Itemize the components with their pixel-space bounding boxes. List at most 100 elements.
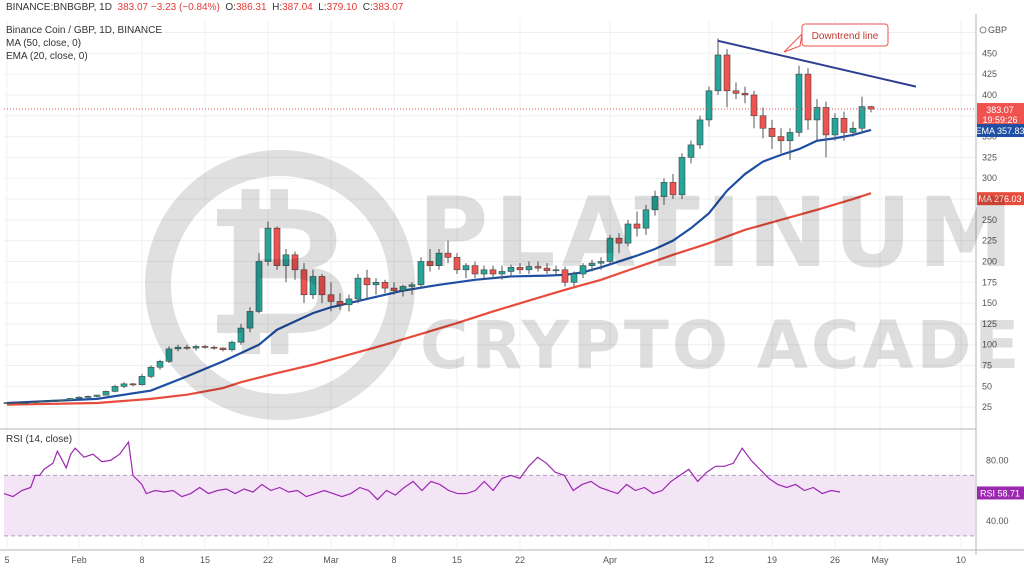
candle <box>417 257 425 289</box>
y-tick-label: 25 <box>982 402 992 412</box>
x-tick-label: 12 <box>704 555 714 565</box>
candle <box>687 140 695 164</box>
candle <box>435 248 443 270</box>
y-tick-label: 425 <box>982 69 997 79</box>
x-tick-label: 22 <box>263 555 273 565</box>
x-axis-labels: 5 Feb 8 15 22 Mar 8 15 22 Apr 12 19 26 May 10 <box>4 555 966 565</box>
candle-body <box>39 400 47 403</box>
rsi-tag: RSI 58.71 <box>977 486 1024 500</box>
chart-title: Binance Coin / GBP, 1D, BINANCE <box>6 25 162 36</box>
watermark-bitcoin-icon: ₿ <box>205 167 352 376</box>
x-tick-label: 10 <box>956 555 966 565</box>
candle-body <box>426 261 434 266</box>
candle-body <box>633 223 641 229</box>
candle-body <box>516 266 524 271</box>
candle-body <box>705 90 713 121</box>
candle <box>705 86 713 127</box>
downtrend-line <box>717 39 917 88</box>
candle <box>507 264 515 277</box>
candle-body <box>129 383 137 386</box>
candle <box>120 382 128 389</box>
callout-pointer <box>783 32 803 53</box>
candle-body <box>534 266 542 269</box>
candle-body <box>597 261 605 264</box>
x-tick-label: 8 <box>139 555 144 565</box>
candle-body <box>462 265 470 271</box>
candle <box>849 121 857 137</box>
candle-body <box>570 273 578 283</box>
candle <box>138 373 146 386</box>
y-tick-label: 400 <box>982 90 997 100</box>
candle <box>741 86 749 104</box>
candle <box>795 65 803 137</box>
close-value: 383.07 <box>372 2 404 13</box>
candle-body <box>480 269 488 275</box>
candle-body <box>525 266 533 271</box>
candle <box>651 190 659 216</box>
candle <box>21 402 29 404</box>
candle <box>489 265 497 279</box>
ma-legend[interactable]: MA (50, close, 0) <box>6 38 82 49</box>
candle-body <box>471 265 479 275</box>
candle-body <box>651 196 659 211</box>
y-tick-label: 175 <box>982 277 997 287</box>
candle-body <box>804 73 812 121</box>
rsi-tag-text: RSI 58.71 <box>980 488 1020 498</box>
high-value: 387.04 <box>282 2 313 13</box>
candle-body <box>642 209 650 229</box>
candle-body <box>858 106 866 129</box>
open-value: 386.31 <box>235 2 267 13</box>
candle <box>57 399 65 402</box>
last-price-tag-text: 19:59:26 <box>982 115 1017 125</box>
candle <box>696 115 704 150</box>
candle-body <box>750 94 758 117</box>
candle-body <box>741 92 749 96</box>
ema-tag-text: EMA 357.83 <box>975 126 1024 136</box>
candle-body <box>102 391 110 396</box>
candle-body <box>660 182 668 197</box>
y-tick-label: 250 <box>982 215 997 225</box>
candle-body <box>822 107 830 136</box>
candle-body <box>624 223 632 244</box>
candle <box>75 396 83 399</box>
x-tick-label: 15 <box>452 555 462 565</box>
candle-body <box>831 117 839 136</box>
candle-body <box>723 54 731 92</box>
ema-legend[interactable]: EMA (20, close, 0) <box>6 51 88 62</box>
candle-body <box>588 262 596 266</box>
currency-label: GBP <box>988 25 1007 35</box>
settings-icon-ring <box>979 26 987 34</box>
candle-body <box>786 132 794 142</box>
candle-body <box>138 376 146 386</box>
candle-body <box>759 115 767 129</box>
y-tick-label: 325 <box>982 152 997 162</box>
candle <box>732 82 740 100</box>
settings-icon[interactable] <box>979 26 987 34</box>
candle <box>786 128 794 160</box>
y-tick-label: 150 <box>982 298 997 308</box>
candle <box>453 253 461 274</box>
candle <box>678 153 686 200</box>
ma-tag-text: MA 276.03 <box>978 194 1021 204</box>
candle <box>111 384 119 393</box>
candle <box>579 263 587 279</box>
x-tick-label: Feb <box>71 555 87 565</box>
candle <box>543 263 551 274</box>
candle-body <box>147 366 155 377</box>
candle <box>615 233 623 254</box>
candle-body <box>768 127 776 137</box>
ema-tag: EMA 357.83 <box>975 124 1024 138</box>
rsi-legend[interactable]: RSI (14, close) <box>6 434 73 445</box>
x-tick-label: 15 <box>200 555 210 565</box>
candle-body <box>678 157 686 196</box>
candle <box>426 248 434 272</box>
candle-body <box>156 361 164 368</box>
candle-body <box>453 257 461 271</box>
candle-body <box>48 400 56 402</box>
x-tick-label: 19 <box>767 555 777 565</box>
candle-body <box>21 402 29 404</box>
ema-tag-bg <box>977 124 1024 138</box>
candle-body <box>57 399 65 402</box>
candle-body <box>12 402 20 404</box>
